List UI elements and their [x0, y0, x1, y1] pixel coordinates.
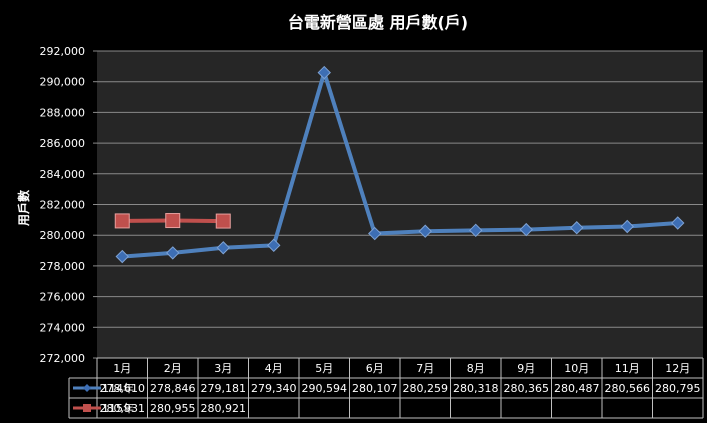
data-label: 278,610	[100, 382, 146, 395]
data-point	[165, 213, 181, 229]
data-point	[216, 241, 230, 255]
data-point	[368, 226, 382, 241]
y-tick-label: 286,000	[40, 137, 86, 150]
data-point	[115, 249, 129, 264]
x-tick-label: 10月	[564, 362, 589, 375]
y-tick-label: 274,000	[40, 321, 86, 334]
y-tick-label: 282,000	[40, 199, 86, 212]
data-point	[469, 223, 483, 238]
data-label: 280,931	[100, 402, 146, 415]
data-point	[166, 246, 180, 260]
data-label: 290,594	[302, 382, 348, 395]
data-point	[267, 238, 281, 253]
x-tick-label: 11月	[615, 362, 640, 375]
y-tick-label: 284,000	[40, 168, 86, 181]
y-tick-label: 276,000	[40, 291, 86, 304]
data-point	[215, 213, 231, 229]
y-tick-label: 278,000	[40, 260, 86, 273]
x-tick-label: 3月	[214, 362, 232, 375]
data-point	[418, 224, 432, 238]
data-label: 279,181	[201, 382, 247, 395]
data-point	[114, 213, 130, 229]
data-point	[570, 221, 584, 235]
legend-label: 114年	[102, 381, 134, 395]
chart-title: 台電新營區處 用戶數(戶)	[288, 13, 468, 32]
data-label: 280,318	[453, 382, 499, 395]
y-tick-label: 272,000	[40, 352, 86, 365]
y-axis-label: 用戶數	[16, 190, 31, 227]
data-point	[317, 65, 331, 80]
legend-key-marker	[83, 404, 91, 412]
y-tick-label: 280,000	[40, 229, 86, 242]
data-label: 278,846	[150, 382, 196, 395]
data-label: 279,340	[251, 382, 297, 395]
data-label: 280,365	[504, 382, 550, 395]
data-label: 280,795	[655, 382, 701, 395]
data-label: 280,955	[150, 402, 196, 415]
data-label: 280,487	[554, 382, 600, 395]
x-tick-label: 7月	[416, 362, 434, 375]
x-tick-label: 5月	[315, 362, 333, 375]
x-tick-label: 9月	[517, 362, 535, 375]
data-label: 280,566	[605, 382, 651, 395]
y-tick-label: 292,000	[40, 45, 86, 58]
y-tick-label: 290,000	[40, 76, 86, 89]
data-point	[620, 219, 634, 234]
legend-label: 115年	[102, 401, 134, 415]
legend-key-marker	[83, 384, 91, 392]
x-tick-label: 6月	[366, 362, 384, 375]
x-tick-label: 1月	[113, 362, 131, 375]
data-label: 280,107	[352, 382, 398, 395]
data-label: 280,259	[403, 382, 449, 395]
series-line-1	[122, 70, 678, 259]
data-point	[671, 216, 685, 230]
x-tick-label: 8月	[467, 362, 485, 375]
x-tick-label: 12月	[665, 362, 690, 375]
data-point	[519, 222, 533, 237]
data-label: 280,921	[201, 402, 247, 415]
x-tick-label: 4月	[265, 362, 283, 375]
x-tick-label: 2月	[164, 362, 182, 375]
y-tick-label: 288,000	[40, 106, 86, 119]
